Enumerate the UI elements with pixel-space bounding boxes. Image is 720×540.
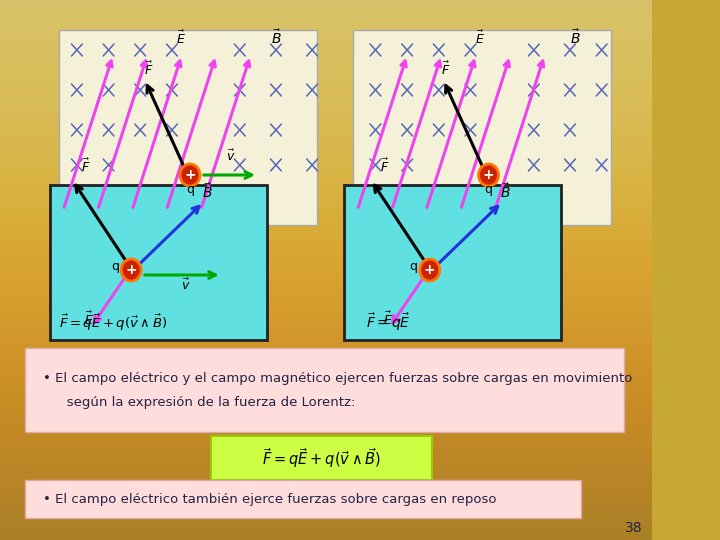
Text: $\vec{B}$: $\vec{B}$ xyxy=(271,29,282,47)
Text: q: q xyxy=(186,183,194,196)
Text: +: + xyxy=(184,168,196,182)
Text: q: q xyxy=(410,260,418,273)
Bar xyxy=(50,185,267,340)
FancyBboxPatch shape xyxy=(25,348,624,432)
Text: $\vec{F}$: $\vec{F}$ xyxy=(441,60,451,78)
Text: $\vec{F}$: $\vec{F}$ xyxy=(380,158,390,175)
Text: $\vec{v}$: $\vec{v}$ xyxy=(181,278,191,293)
Text: • El campo eléctrico también ejerce fuerzas sobre cargas en reposo: • El campo eléctrico también ejerce fuer… xyxy=(43,492,497,505)
Text: q: q xyxy=(111,260,119,273)
Circle shape xyxy=(180,164,200,186)
Text: 38: 38 xyxy=(624,521,642,535)
Bar xyxy=(353,30,611,225)
Text: $\vec{F}$: $\vec{F}$ xyxy=(81,158,91,175)
Text: según la expresión de la fuerza de Lorentz:: según la expresión de la fuerza de Loren… xyxy=(54,396,356,409)
Text: $\vec{F}$: $\vec{F}$ xyxy=(145,60,154,78)
Text: +: + xyxy=(125,263,137,277)
Text: +: + xyxy=(482,168,495,182)
Circle shape xyxy=(420,259,440,281)
Circle shape xyxy=(479,164,498,186)
Bar xyxy=(344,185,561,340)
Text: $\vec{B}$: $\vec{B}$ xyxy=(500,183,511,201)
Text: +: + xyxy=(424,263,436,277)
Text: $\vec{F} = q\vec{E}$: $\vec{F} = q\vec{E}$ xyxy=(366,312,411,333)
Text: q: q xyxy=(485,183,492,196)
Text: $\vec{E}$: $\vec{E}$ xyxy=(84,310,94,328)
Text: $\vec{v}$: $\vec{v}$ xyxy=(226,148,235,164)
Text: $\vec{B}$: $\vec{B}$ xyxy=(202,183,212,201)
FancyBboxPatch shape xyxy=(25,480,581,518)
Text: $\vec{E}$: $\vec{E}$ xyxy=(383,310,392,328)
Text: $\vec{E}$: $\vec{E}$ xyxy=(176,30,186,47)
Text: $\vec{B}$: $\vec{B}$ xyxy=(570,29,580,47)
FancyBboxPatch shape xyxy=(211,436,431,480)
Text: $\vec{F} = q\vec{E} + q(\vec{v} \wedge \vec{B})$: $\vec{F} = q\vec{E} + q(\vec{v} \wedge \… xyxy=(59,313,167,333)
Circle shape xyxy=(121,259,141,281)
Text: $\vec{E}$: $\vec{E}$ xyxy=(474,30,485,47)
Bar xyxy=(59,30,317,225)
Text: • El campo eléctrico y el campo magnético ejercen fuerzas sobre cargas en movimi: • El campo eléctrico y el campo magnétic… xyxy=(43,372,633,385)
Text: $\vec{F} = q\vec{E} + q(\vec{v} \wedge \vec{B})$: $\vec{F} = q\vec{E} + q(\vec{v} \wedge \… xyxy=(261,446,381,470)
